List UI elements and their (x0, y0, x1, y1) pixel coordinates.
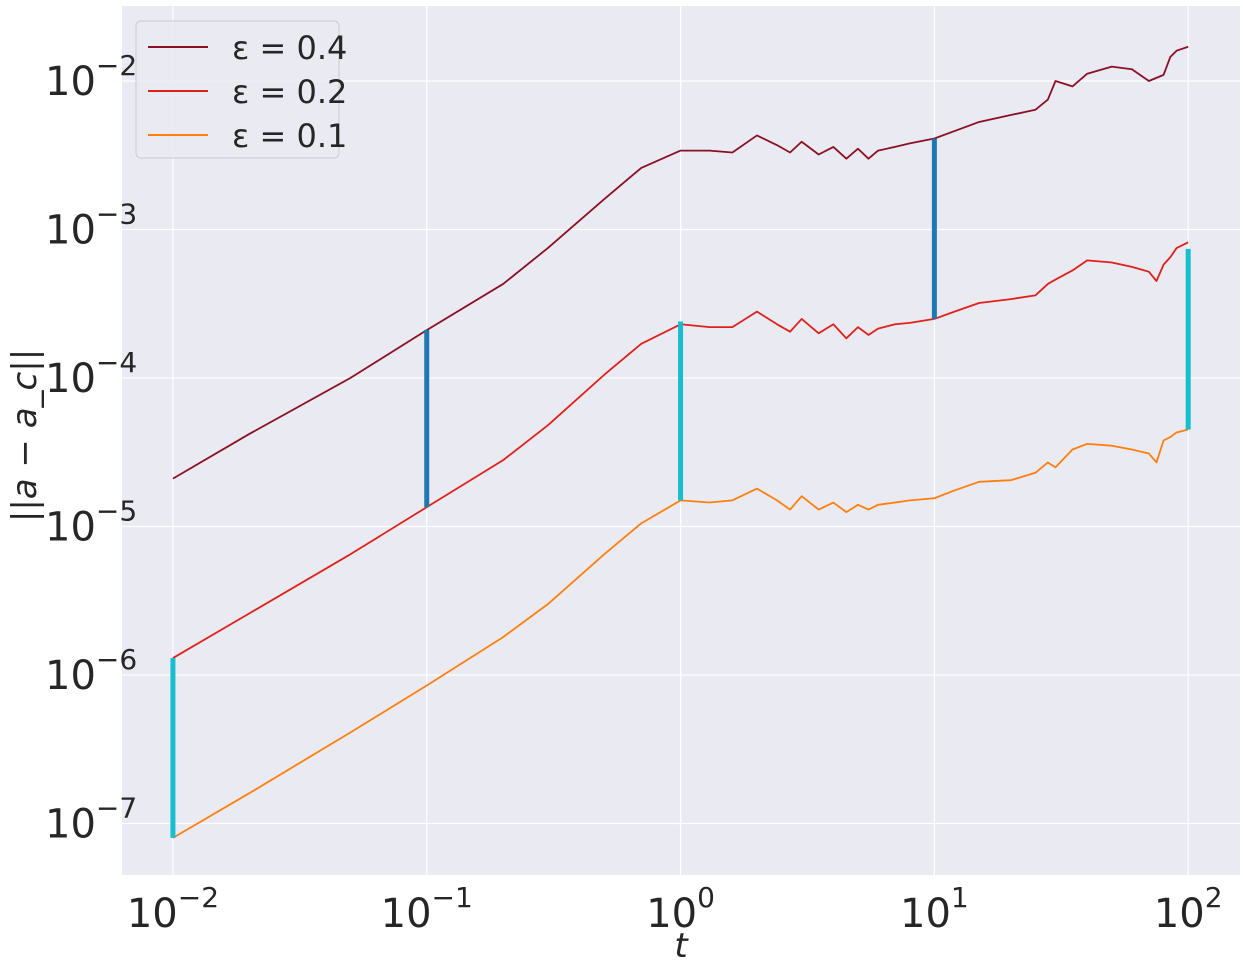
series-line-2 (172, 428, 1189, 839)
x-tick-label: 100 (646, 881, 715, 937)
series-lines (172, 45, 1189, 839)
legend: ε = 0.4 ε = 0.2 ε = 0.1 (135, 20, 347, 159)
y-axis-label: ||a − a_c|| (5, 349, 45, 522)
y-tick-label: 10−6 (45, 643, 137, 699)
legend-box (135, 20, 340, 159)
legend-label-2: ε = 0.1 (232, 117, 347, 155)
x-tick-label: 101 (900, 881, 969, 937)
vertical-bars (170, 138, 1191, 838)
legend-label-1: ε = 0.2 (232, 73, 347, 111)
y-tick-label: 10−4 (45, 346, 137, 402)
y-tick-labels: 10−7 10−6 10−5 10−4 10−3 10−2 (45, 49, 137, 847)
legend-label-0: ε = 0.4 (232, 29, 347, 67)
y-tick-label: 10−2 (45, 49, 137, 105)
x-tick-label: 10−1 (381, 881, 473, 937)
series-line-1 (172, 241, 1189, 659)
y-tick-label: 10−7 (45, 792, 137, 848)
x-axis-label: t (674, 926, 689, 966)
y-tick-label: 10−5 (45, 495, 137, 551)
series-line-0 (172, 45, 1189, 480)
x-tick-label: 10−2 (127, 881, 219, 937)
x-tick-label: 102 (1154, 881, 1223, 937)
x-tick-labels: 10−2 10−1 100 101 102 (127, 881, 1223, 937)
y-tick-label: 10−3 (45, 198, 137, 254)
